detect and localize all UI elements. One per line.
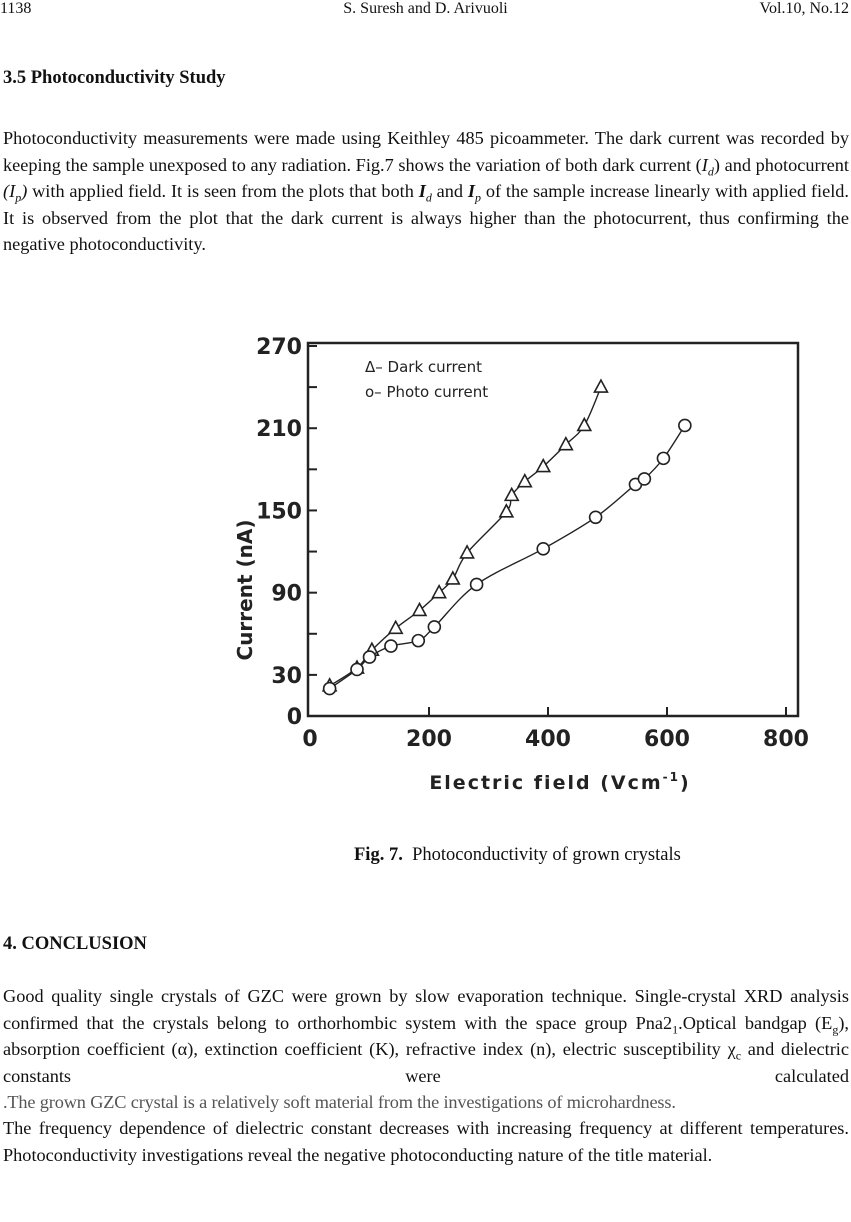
x-tick-label: 800 [763, 727, 809, 752]
dark-current-point [503, 486, 520, 502]
subscript: g [832, 1022, 839, 1037]
figure-caption-text: Photoconductivity of grown crystals [412, 845, 681, 865]
text: and dielectric constants were calculated [3, 1039, 849, 1086]
series-line-dark-current [329, 386, 602, 687]
subscript: d [707, 164, 714, 179]
photo-current-point [536, 542, 551, 556]
text: with applied field. It is seen from the … [27, 181, 419, 202]
symbol: I [467, 181, 475, 202]
photo-current-point [411, 633, 426, 648]
text: Photoconductivity measurements were made… [3, 128, 849, 175]
photo-current-point [469, 577, 484, 592]
photo-current-point [656, 451, 671, 466]
y-tick-label: 30 [271, 664, 302, 689]
dark-current-point [387, 619, 404, 635]
y-tick-label: 210 [256, 417, 302, 442]
y-tick-label: 0 [287, 705, 302, 730]
subscript: d [425, 190, 432, 205]
text: ) and photocurrent [713, 154, 849, 175]
conclusion-gray-line: .The grown GZC crystal is a relatively s… [3, 1092, 676, 1112]
y-tick-label: 150 [256, 499, 302, 524]
x-tick-label: 400 [525, 727, 571, 752]
dark-current-point [593, 378, 609, 393]
photoconductivity-chart: 0 30 90 150 210 270 0 200 400 600 800 Current (nA)… [233, 335, 809, 794]
symbol: ) [21, 181, 28, 202]
symbol: I [701, 154, 708, 175]
symbol: I [418, 181, 426, 202]
subscript: p [475, 190, 481, 205]
photo-current-point [384, 639, 398, 653]
plot-frame [306, 341, 800, 718]
dark-current-point [558, 435, 574, 451]
dark-current-point [444, 570, 461, 585]
dark-current-point [498, 503, 515, 518]
conclusion-heading: 4. CONCLUSION [3, 934, 147, 954]
text: ), absorption coefficient (α), extinctio… [3, 1012, 849, 1060]
chart-marks [321, 378, 692, 696]
page-number: 1138 [0, 0, 32, 17]
subscript: c [735, 1048, 742, 1063]
subscript: p [15, 190, 22, 205]
x-tick-label: 0 [302, 727, 317, 752]
photo-current-point [637, 472, 652, 486]
x-axis-label-close: ) [680, 772, 691, 794]
series-line-photo-current [329, 425, 686, 690]
x-tick-label: 600 [644, 727, 690, 752]
photo-current-point [350, 662, 364, 677]
legend-photo-current: o– Photo current [365, 383, 488, 401]
x-axis-label: Electric field (Vcm-1) [429, 770, 690, 794]
text: of the sample increase linearly with app… [3, 181, 850, 255]
photo-current-point [362, 650, 377, 664]
subscript: 1 [672, 1022, 679, 1037]
legend-dark-current: Δ– Dark current [365, 358, 482, 376]
y-tick-label: 90 [271, 582, 302, 607]
y-axis-label: Current (nA) [233, 520, 257, 661]
figure-caption: Fig. 7. Photoconductivity of grown cryst… [354, 845, 681, 866]
conclusion-paragraph-a: Good quality single crystals of GZC were… [3, 983, 849, 1089]
x-axis-label-text: Electric field (Vcm [429, 772, 662, 794]
photoconductivity-paragraph: Photoconductivity measurements were made… [3, 125, 849, 258]
dark-current-point [431, 583, 447, 599]
text: Good quality single crystals of GZC were… [3, 986, 849, 1033]
dark-current-point [576, 416, 593, 432]
photo-current-point [322, 681, 337, 696]
x-axis-label-sup: -1 [663, 770, 680, 784]
running-header-authors: S. Suresh and D. Arivuoli [343, 0, 508, 17]
conclusion-paragraph-b: The frequency dependence of dielectric c… [3, 1118, 849, 1165]
y-tick-label: 270 [256, 335, 302, 360]
photo-current-point [427, 620, 442, 634]
dark-current-point [411, 601, 428, 617]
chart-axes: 0 30 90 150 210 270 0 200 400 600 800 [256, 335, 809, 752]
dark-current-point [516, 472, 533, 488]
photo-current-point [678, 418, 692, 433]
section-heading: 3.5 Photoconductivity Study [3, 68, 226, 88]
figure-label: Fig. 7. [354, 845, 403, 865]
text: and [431, 181, 468, 202]
x-tick-label: 200 [406, 727, 452, 752]
dark-current-point [459, 544, 475, 559]
symbol: (I [3, 181, 16, 202]
photo-current-point [588, 510, 603, 525]
text: .Optical bandgap (E [678, 1012, 833, 1033]
running-header-volume: Vol.10, No.12 [759, 0, 850, 17]
dark-current-point [535, 457, 552, 473]
